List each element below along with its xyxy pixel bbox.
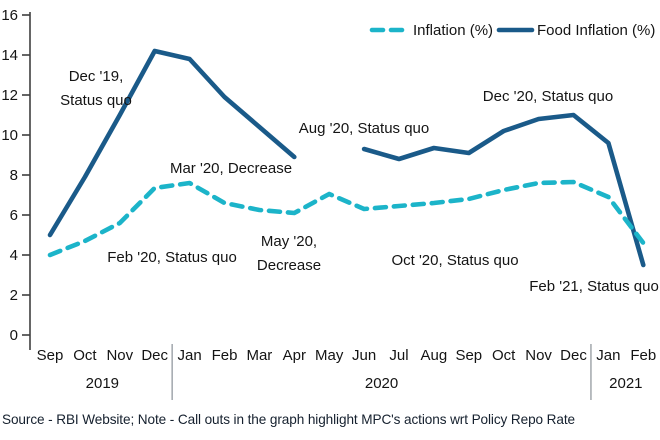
x-tick-label: Feb [630,347,656,364]
y-tick-label: 12 [1,87,18,104]
x-tick-label: Jan [596,347,620,364]
y-tick-label: 4 [10,247,18,264]
x-tick-label: Jan [178,347,202,364]
mpc-action-annotation: Dec '20, Status quo [483,88,613,105]
y-tick-label: 16 [1,7,18,24]
mpc-action-annotation: Decrease [257,257,321,274]
x-tick-label: Nov [106,347,133,364]
year-label: 2021 [609,375,642,392]
x-tick-label: Feb [212,347,238,364]
inflation-line-chart: 0 2 4 6 8 10 12 14 16 Sep Oct Nov Dec Jan Feb Mar Apr May… [1,7,659,400]
mpc-action-annotation: Status quo [60,92,132,109]
x-tick-label: Dec [560,347,587,364]
x-tick-label: Sep [455,347,482,364]
x-tick-label: Jul [389,347,408,364]
x-tick-label: Sep [37,347,64,364]
x-tick-label: Jun [352,347,376,364]
x-tick-label: Apr [283,347,306,364]
mpc-action-annotation: Feb '20, Status quo [107,249,237,266]
mpc-action-annotation: Mar '20, Decrease [170,160,292,177]
food-inflation-line [361,112,646,268]
x-tick-label: Oct [73,347,97,364]
chart-area: 0 2 4 6 8 10 12 14 16 Sep Oct Nov Dec Jan Feb Mar Apr May… [1,7,659,400]
y-tick-label: 8 [10,167,18,184]
year-label: 2020 [365,375,398,392]
food-inflation-line [47,48,297,238]
y-tick-label: 2 [10,287,18,304]
mpc-action-annotation: Dec '19, [69,68,124,85]
mpc-action-annotation: Oct '20, Status quo [391,252,518,269]
x-tick-label: Aug [421,347,448,364]
year-label: 2019 [86,375,119,392]
source-note: Source - RBI Website; Note - Call outs i… [2,412,576,427]
x-tick-label: May [315,347,344,364]
legend-inflation-label: Inflation (%) [413,22,493,39]
mpc-action-annotation: Aug '20, Status quo [299,120,429,137]
x-tick-label: Dec [141,347,168,364]
y-tick-label: 0 [10,327,18,344]
y-tick-label: 10 [1,127,18,144]
x-tick-label: Nov [525,347,552,364]
mpc-action-annotation: Feb '21, Status quo [529,278,659,295]
x-tick-label: Oct [492,347,516,364]
inflation-line [47,179,646,258]
mpc-action-annotation: May '20, [261,233,317,250]
legend-food-inflation-label: Food Inflation (%) [537,22,655,39]
y-tick-label: 14 [1,47,18,64]
y-tick-label: 6 [10,207,18,224]
x-tick-label: Mar [246,347,272,364]
